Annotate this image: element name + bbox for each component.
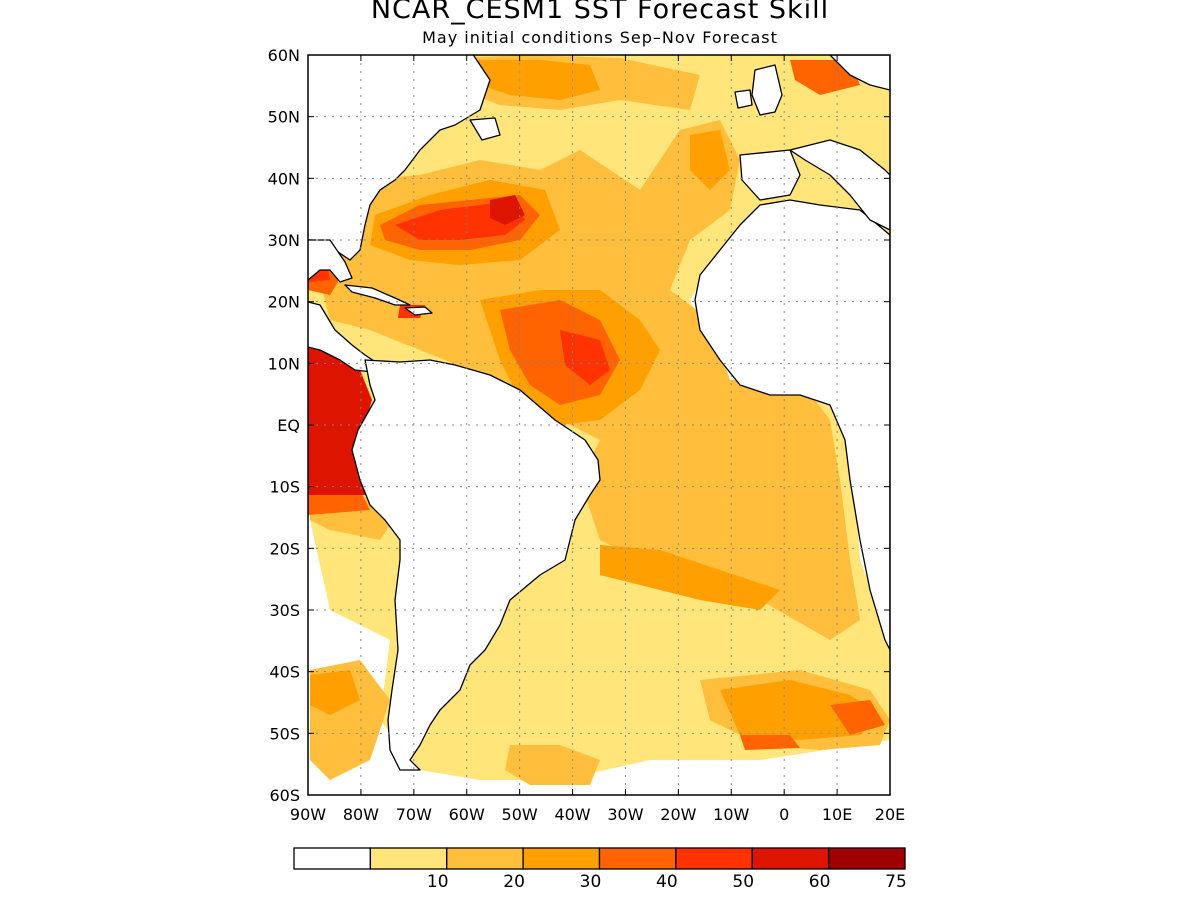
lat-tick-label: 20N — [268, 293, 300, 312]
lon-tick-label: 60W — [449, 805, 485, 824]
lat-tick-label: EQ — [277, 416, 300, 435]
land-british-isles — [751, 64, 783, 116]
colorbar-swatch — [675, 847, 753, 870]
lat-tick-label: 20S — [269, 539, 300, 558]
skill-patch — [600, 545, 780, 610]
colorbar-swatch — [827, 847, 906, 870]
skill-patch — [310, 670, 360, 715]
skill-patch — [790, 60, 860, 95]
land-ireland — [734, 89, 753, 109]
lon-tick-label: 80W — [343, 805, 379, 824]
colorbar-swatch — [446, 847, 524, 870]
lon-tick-label: 20E — [875, 805, 905, 824]
lon-tick-label: 40W — [554, 805, 590, 824]
skill-patch — [308, 490, 370, 515]
longitude-axis: 90W 80W 70W 60W 50W 40W 30W 20W 10W 0 10E 20E — [290, 55, 905, 824]
skill-shading — [308, 55, 890, 785]
lat-tick-label: 40N — [268, 169, 300, 188]
colorbar-label: 30 — [580, 872, 602, 892]
colorbar-label: 10 — [427, 872, 449, 892]
lon-tick-label: 90W — [290, 805, 326, 824]
lat-tick-label: 30N — [268, 231, 300, 250]
land-newfoundland — [469, 117, 501, 141]
lat-tick-label: 10N — [268, 354, 300, 373]
skill-patch — [740, 735, 800, 750]
colorbar-swatch — [369, 847, 448, 870]
skill-patch — [505, 745, 600, 785]
map-title: NCAR_CESM1 SST Forecast Skill — [370, 0, 830, 25]
lat-tick-label: 60S — [269, 786, 300, 805]
colorbar-label: 75 — [885, 872, 907, 892]
land-europe — [789, 139, 890, 231]
lat-tick-label: 50N — [268, 108, 300, 127]
land-south-america — [351, 359, 601, 771]
lon-tick-label: 10W — [713, 805, 749, 824]
colorbar: 10 20 30 40 50 60 75 — [293, 847, 907, 892]
skill-patch — [690, 130, 730, 190]
colorbar-label: 60 — [809, 872, 831, 892]
colorbar-swatch — [751, 847, 830, 870]
latitude-axis: 60N 50N 40N 30N 20N 10N EQ 10S 20S 30S 40S 50S 60S — [268, 46, 890, 805]
lon-tick-label: 70W — [396, 805, 432, 824]
lon-tick-label: 50W — [502, 805, 538, 824]
gridlines — [308, 55, 890, 795]
lon-tick-label: 0 — [779, 805, 789, 824]
land-hispaniola — [404, 306, 433, 316]
lon-tick-label: 20W — [660, 805, 696, 824]
colorbar-swatch — [522, 847, 601, 870]
land-scandinavia — [829, 55, 890, 91]
lat-tick-label: 30S — [269, 601, 300, 620]
colorbar-label: 50 — [732, 872, 754, 892]
land-gulf-coast — [308, 239, 353, 283]
skill-patch — [490, 195, 525, 225]
map-subtitle: May initial conditions Sep–Nov Forecast — [422, 28, 778, 47]
colorbar-swatch — [293, 847, 372, 870]
lat-tick-label: 40S — [269, 663, 300, 682]
lat-tick-label: 60N — [268, 46, 300, 65]
lat-tick-label: 10S — [269, 478, 300, 497]
colorbar-label: 40 — [656, 872, 678, 892]
lat-tick-label: 50S — [269, 724, 300, 743]
land-africa — [694, 199, 890, 651]
lon-tick-label: 10E — [822, 805, 852, 824]
lon-tick-label: 30W — [607, 805, 643, 824]
colorbar-label: 20 — [503, 872, 525, 892]
colorbar-swatch — [598, 847, 677, 870]
skill-patch — [830, 700, 885, 735]
land-cuba — [344, 284, 411, 306]
skill-patch — [470, 60, 600, 100]
skill-patch — [720, 680, 880, 740]
